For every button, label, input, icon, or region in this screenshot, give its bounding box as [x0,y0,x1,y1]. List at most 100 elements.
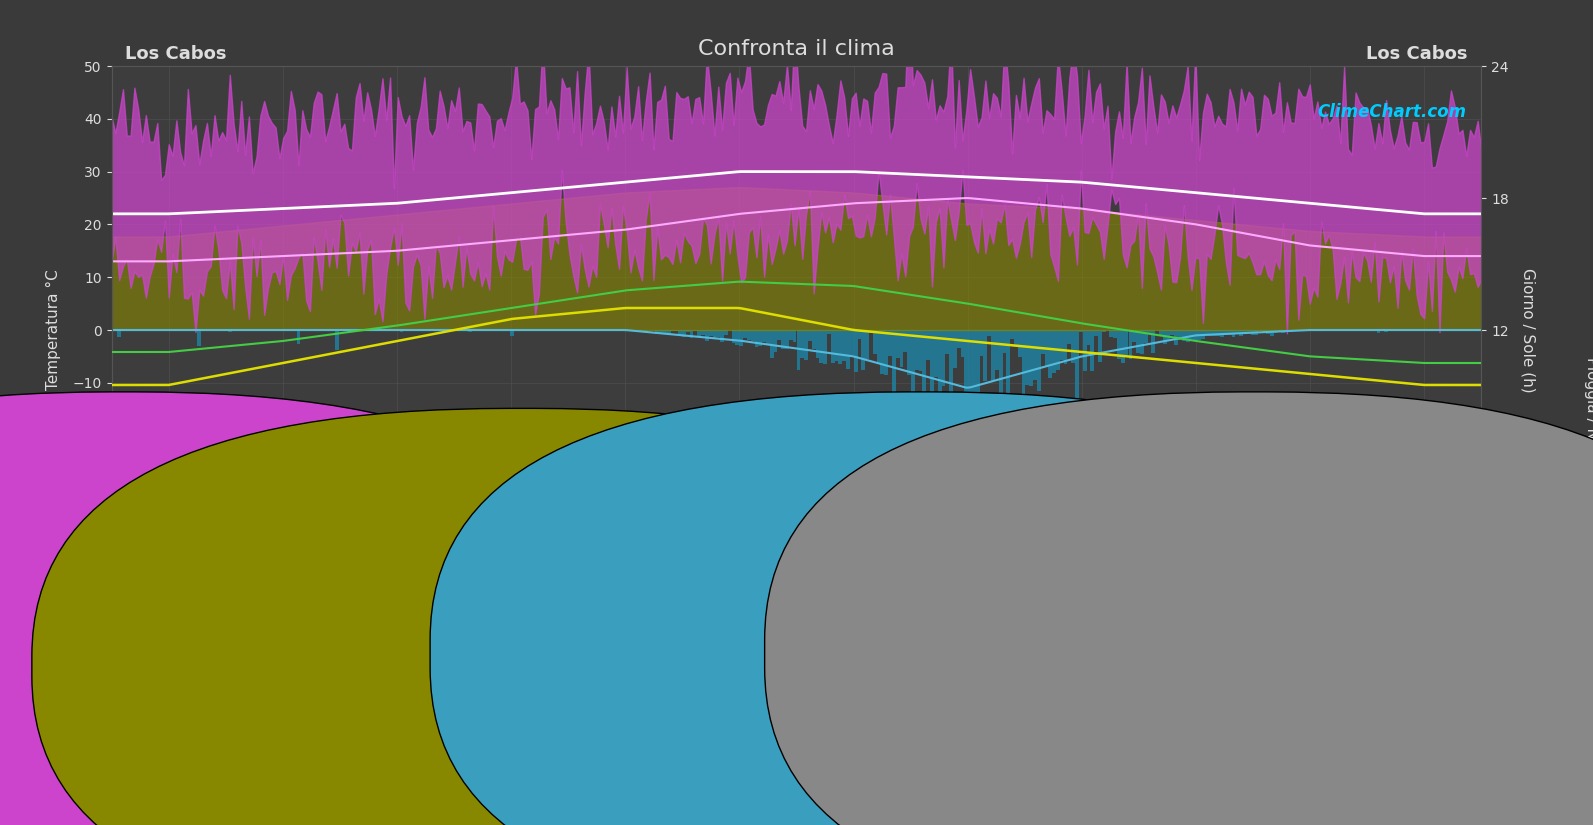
Bar [761,330,766,342]
Bar [755,330,758,347]
Bar [1067,330,1070,343]
Bar [988,330,991,337]
Bar [723,330,728,335]
Bar [1231,330,1235,337]
Bar [1083,330,1086,371]
Bar [717,330,720,337]
Bar [977,330,980,455]
Text: Temperatura °C: Temperatura °C [112,600,234,614]
Bar [750,330,755,342]
Bar [739,330,742,346]
Bar [870,330,873,333]
Text: Pioggia per giorno: Pioggia per giorno [940,642,1053,655]
Text: Neve (mm): Neve (mm) [1243,600,1329,614]
Bar [1193,330,1198,341]
Bar [1201,330,1204,339]
Text: –  Luce del giorno per giorno: – Luce del giorno per giorno [510,642,688,655]
Bar [884,330,887,375]
Bar [1018,330,1021,357]
Bar [1078,330,1083,332]
Bar [720,330,723,342]
Bar [1220,330,1223,337]
Bar [857,330,862,339]
Bar [835,330,838,361]
Text: Los Cabos: Los Cabos [1367,45,1467,63]
Bar [1114,330,1117,338]
Bar [800,330,804,358]
Bar [941,330,945,386]
Bar [895,330,900,358]
Text: –  Media mensile: – Media mensile [908,683,1013,696]
Bar [851,330,854,356]
Bar [796,330,800,370]
Bar [682,330,687,337]
Bar [824,330,827,364]
Text: ClimeChart.com: ClimeChart.com [1317,103,1466,121]
Bar [1266,330,1270,334]
Bar [949,330,953,395]
Text: Los Cabos: Los Cabos [126,45,226,63]
Bar [1235,330,1239,333]
Bar [1040,330,1045,354]
Bar [742,330,747,338]
Bar [687,330,690,332]
Bar [906,330,911,375]
Bar [1198,330,1201,340]
Bar [507,330,510,331]
Bar [854,330,857,371]
Bar [1166,330,1171,341]
Bar [774,330,777,352]
Bar [862,330,865,370]
Bar [1217,330,1220,336]
Text: Neve per giorno: Neve per giorno [1274,642,1375,655]
Bar [335,330,339,350]
Bar [1010,330,1015,339]
Bar [1228,330,1231,335]
Bar [911,330,914,395]
Bar [838,330,843,364]
Bar [747,330,750,340]
Bar [873,330,876,354]
Bar [1098,330,1102,361]
Title: Confronta il clima: Confronta il clima [698,39,895,59]
Bar [660,330,663,334]
Bar [1086,330,1090,345]
Bar [1292,330,1297,332]
Bar [655,330,660,334]
Bar [1281,330,1286,332]
Bar [980,330,983,356]
Text: Intervallo min / max per giorno: Intervallo min / max per giorno [143,642,338,655]
Bar [1034,330,1037,380]
Bar [781,330,785,349]
Bar [1090,330,1094,371]
Bar [816,330,819,359]
Bar [953,330,957,368]
Bar [1251,330,1254,335]
Bar [701,330,706,335]
Y-axis label: Temperatura °C: Temperatura °C [46,270,62,390]
Bar [1160,330,1163,336]
Bar [766,330,769,345]
Bar [1289,330,1292,332]
Bar [892,330,895,422]
Bar [972,330,977,410]
Bar [1163,330,1166,344]
Bar [1152,330,1155,352]
Bar [865,330,870,359]
Bar [789,330,793,340]
Bar [900,330,903,367]
Text: Pioggia / Neve (mm): Pioggia / Neve (mm) [1583,357,1593,514]
Bar [983,330,988,381]
Bar [1037,330,1040,390]
Bar [1121,330,1125,363]
Bar [1223,330,1228,335]
Text: Pioggia (mm): Pioggia (mm) [908,600,1013,614]
Bar [964,330,969,408]
Bar [1029,330,1034,386]
Bar [1117,330,1121,359]
Bar [1182,330,1185,341]
Bar [991,330,996,381]
Bar [1015,330,1018,347]
Bar [1045,330,1048,366]
Bar [1185,330,1190,342]
